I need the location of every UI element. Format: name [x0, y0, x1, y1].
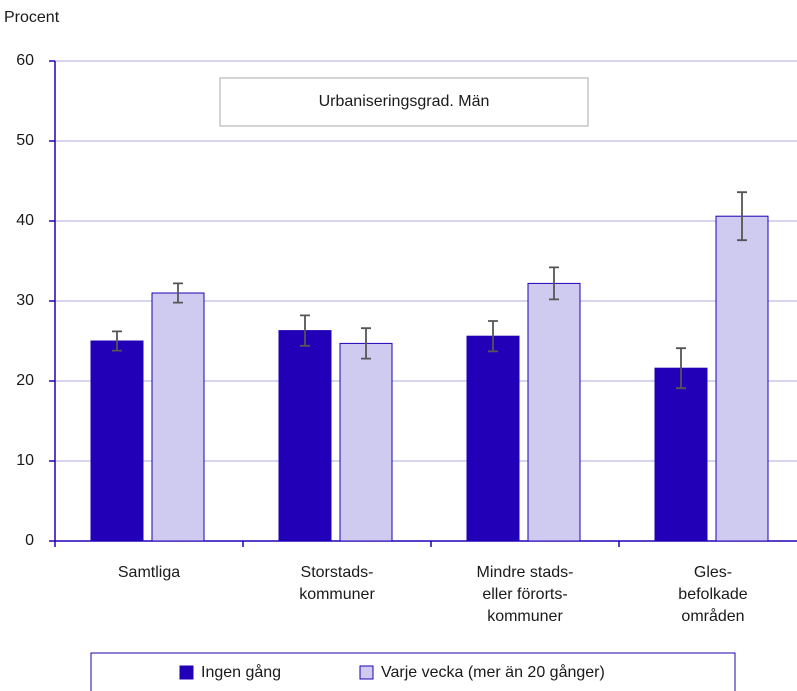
legend-label: Ingen gång	[201, 663, 281, 681]
chart-title: Urbaniseringsgrad. Män	[319, 93, 490, 110]
legend-swatch	[359, 665, 374, 680]
bar	[90, 340, 144, 542]
error-bar	[173, 282, 183, 304]
title-box	[219, 77, 589, 127]
error-bar	[361, 327, 371, 360]
error-bar	[676, 347, 686, 390]
bar	[466, 335, 520, 542]
y-tick-label: 50	[16, 132, 34, 149]
y-tick-label: 30	[16, 292, 34, 309]
bar	[151, 292, 205, 542]
y-tick-label: 10	[16, 452, 34, 469]
x-tick-label: Gles-befolkade områden	[678, 564, 747, 625]
x-tick-label: Storstads-kommuner	[299, 564, 375, 603]
y-axis-label: Procent	[4, 9, 60, 26]
y-tick-label: 0	[25, 532, 34, 549]
y-tick-label: 40	[16, 212, 34, 229]
bar	[339, 342, 393, 542]
bar	[654, 367, 708, 542]
error-bar	[549, 266, 559, 301]
legend-box	[90, 652, 736, 691]
y-tick-label: 60	[16, 52, 34, 69]
x-tick-label: Samtliga	[118, 564, 180, 581]
error-bar	[488, 320, 498, 353]
x-tick-label: Mindre stads-eller förorts-kommuner	[477, 564, 574, 625]
y-tick-label: 20	[16, 372, 34, 389]
error-bar	[112, 330, 122, 352]
bar	[278, 330, 332, 542]
bar	[715, 215, 769, 542]
error-bar	[300, 314, 310, 347]
legend-label: Varje vecka (mer än 20 gånger)	[381, 663, 605, 681]
legend-swatch	[179, 665, 194, 680]
bar	[527, 282, 581, 542]
error-bar	[737, 191, 747, 242]
